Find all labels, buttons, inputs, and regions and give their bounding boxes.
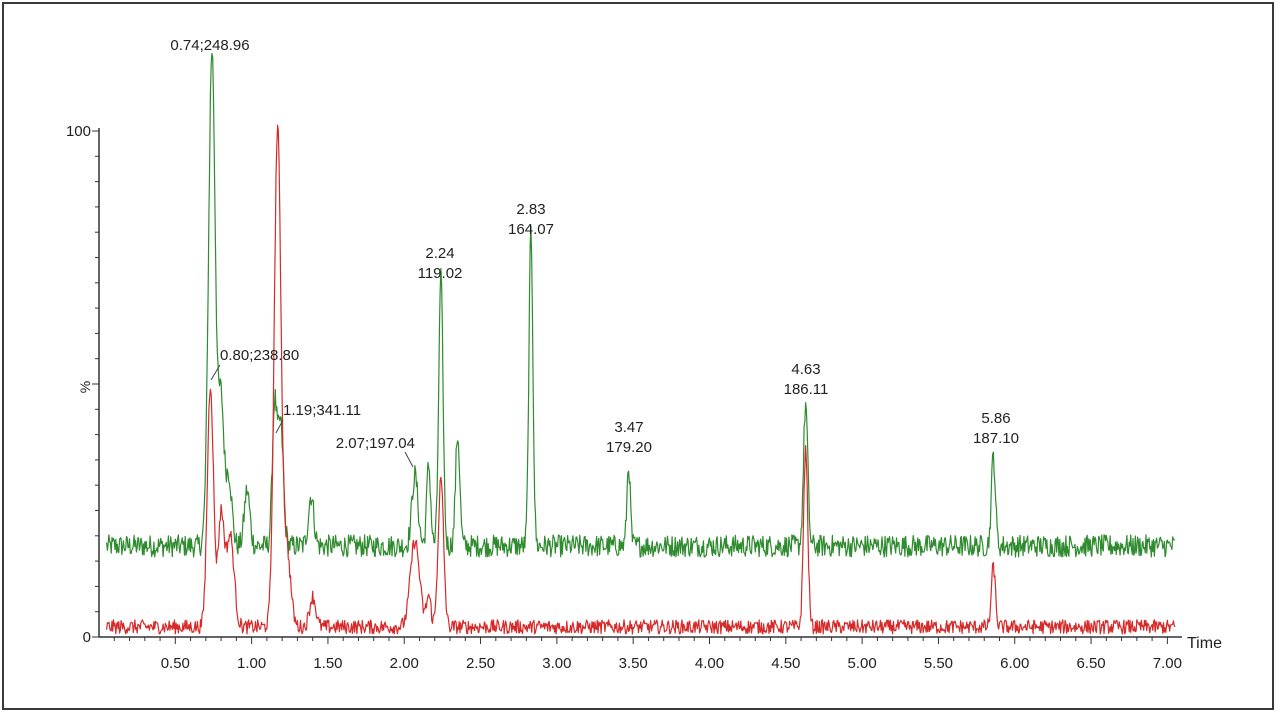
peak-label: 164.07: [508, 221, 554, 238]
x-tick-label: 7.00: [1153, 655, 1182, 672]
x-tick-label: 2.50: [466, 655, 495, 672]
x-tick-label: 4.50: [771, 655, 800, 672]
x-tick-label: 1.50: [313, 655, 342, 672]
x-tick-label: 5.50: [924, 655, 953, 672]
y-axis-label: %: [77, 381, 93, 393]
y-tick-label: 0: [83, 629, 91, 646]
x-tick-label: 3.50: [619, 655, 648, 672]
x-tick-label: 4.00: [695, 655, 724, 672]
series-line-0: [106, 52, 1176, 558]
y-tick-label: 100: [66, 123, 91, 140]
x-axis-label: Time: [1187, 635, 1222, 652]
peak-label: 187.10: [973, 430, 1019, 447]
x-tick-label: 2.00: [390, 655, 419, 672]
x-tick-group: 0.50 1.00 1.50 2.00 2.50 3.00 3.50 4.00 4.50 5.00…: [113, 637, 1182, 672]
peak-label: 2.83: [516, 201, 545, 218]
peak-label: 2.24: [425, 245, 454, 262]
series-line-1: [106, 124, 1176, 635]
peak-label: 179.20: [606, 439, 652, 456]
peak-label: 5.86: [981, 410, 1010, 427]
x-tick-label: 1.00: [237, 655, 266, 672]
y-tick-group: 0 100: [66, 123, 99, 646]
x-tick-label: 5.00: [848, 655, 877, 672]
peak-label-leader: [275, 419, 284, 434]
peak-label: 0.74;248.96: [170, 37, 249, 54]
peak-label: 4.63: [791, 361, 820, 378]
peak-label: 3.47: [614, 419, 643, 436]
plot-traces: [106, 52, 1176, 635]
peak-annotations: 0.74;248.96 0.80;238.80 1.19;341.11 2.07;19…: [170, 37, 1019, 468]
peak-label: 0.80;238.80: [220, 347, 299, 364]
x-tick-label: 0.50: [161, 655, 190, 672]
peak-label: 119.02: [418, 265, 463, 282]
x-tick-label: 3.00: [542, 655, 571, 672]
axes: [98, 128, 1182, 638]
peak-label-leader: [404, 451, 414, 468]
peak-label-leader: [210, 364, 221, 381]
peak-label: 186.11: [784, 381, 829, 398]
x-tick-label: 6.50: [1076, 655, 1105, 672]
x-tick-label: 6.00: [1000, 655, 1029, 672]
peak-label: 1.19;341.11: [283, 402, 361, 419]
peak-label: 2.07;197.04: [336, 435, 415, 452]
